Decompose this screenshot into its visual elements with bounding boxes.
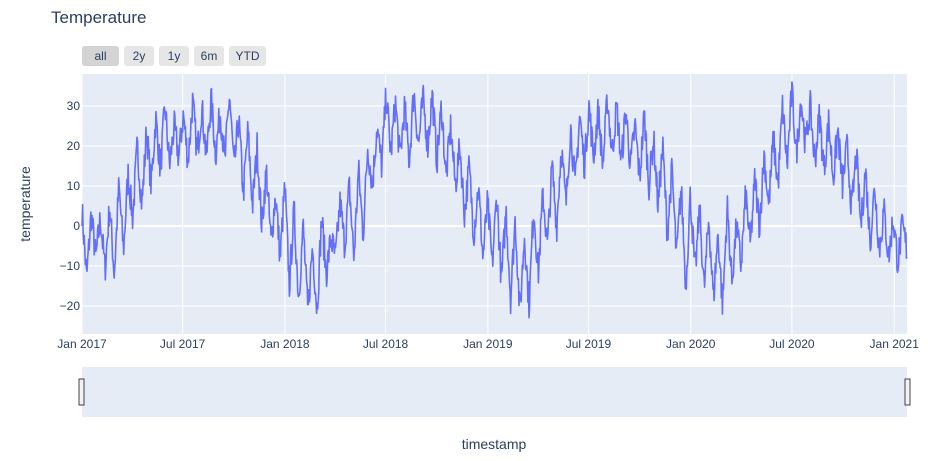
x-tick-label: Jan 2019 [463, 337, 513, 351]
x-tick-label: Jul 2019 [566, 337, 612, 351]
y-tick-label: −10 [60, 259, 81, 273]
x-tick-label: Jan 2020 [666, 337, 716, 351]
y-tick-label: 30 [67, 99, 81, 113]
y-tick-label: 10 [67, 179, 81, 193]
x-tick-label: Jan 2021 [870, 337, 920, 351]
y-tick-label: 0 [73, 219, 80, 233]
y-axis-ticks: −20 −10 0 10 20 30 [60, 99, 81, 313]
range-slider-left-handle[interactable] [78, 378, 85, 406]
y-tick-label: 20 [67, 139, 81, 153]
x-axis-title: timestamp [462, 436, 527, 452]
x-tick-label: Jul 2017 [160, 337, 206, 351]
range-button-bg[interactable] [124, 46, 154, 66]
x-tick-label: Jan 2018 [260, 337, 310, 351]
x-tick-label: Jan 2017 [57, 337, 107, 351]
range-button-label[interactable]: all [94, 49, 106, 63]
range-selector: all 2y 1y 6m YTD [82, 46, 266, 66]
series-line-temperature [81, 81, 908, 319]
range-button-label[interactable]: 1y [168, 49, 181, 63]
y-tick-label: −20 [60, 299, 81, 313]
range-slider-track[interactable] [82, 367, 907, 417]
range-button-label[interactable]: YTD [236, 49, 260, 63]
range-button-6m[interactable]: 6m [194, 46, 224, 66]
range-button-bg[interactable] [159, 46, 189, 66]
range-button-ytd[interactable]: YTD [229, 46, 266, 66]
x-tick-label: Jul 2020 [769, 337, 815, 351]
range-button-label[interactable]: 6m [201, 49, 218, 63]
range-slider[interactable] [78, 367, 911, 417]
range-button-2y[interactable]: 2y [124, 46, 154, 66]
x-tick-label: Jul 2018 [363, 337, 409, 351]
y-axis-title: temperature [17, 166, 33, 242]
range-button-bg[interactable] [229, 46, 266, 66]
range-button-bg[interactable] [194, 46, 224, 66]
x-axis-ticks: Jan 2017 Jul 2017 Jan 2018 Jul 2018 Jan 2019… [57, 337, 919, 351]
range-button-bg[interactable] [82, 46, 119, 66]
range-button-1y[interactable]: 1y [159, 46, 189, 66]
range-button-label[interactable]: 2y [133, 49, 146, 63]
chart-title: Temperature [51, 8, 146, 27]
range-button-all[interactable]: all [82, 46, 119, 66]
range-slider-right-handle[interactable] [904, 378, 911, 406]
